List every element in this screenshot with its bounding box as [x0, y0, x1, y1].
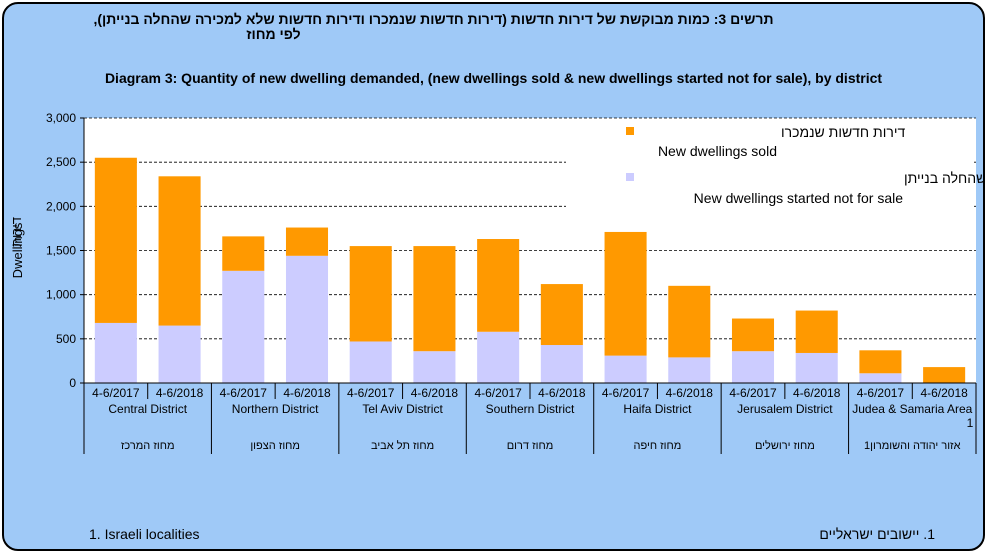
y-axis-label-hebrew: דירות — [9, 217, 24, 247]
district-label-hebrew: אזור יהודה והשומרון1 — [864, 440, 961, 452]
district-label-hebrew: מחוז המרכז — [121, 440, 175, 452]
period-label: 4-6/2018 — [283, 386, 331, 400]
bar-sold — [285, 227, 329, 256]
period-label: 4-6/2018 — [920, 386, 968, 400]
district-label-english: Tel Aviv District — [362, 402, 443, 416]
period-label: 4-6/2017 — [729, 386, 777, 400]
period-label: 4-6/2018 — [793, 386, 841, 400]
bar-sold — [859, 350, 902, 374]
y-tick-label: 500 — [56, 332, 76, 346]
chart-title-english: Diagram 3: Quantity of new dwelling dema… — [104, 70, 883, 86]
stacked-bar-chart: 05001,0001,5002,0002,5003,000Dwellingsדי… — [9, 111, 983, 454]
district-footnote-mark: 1 — [967, 416, 974, 430]
bar-sold — [158, 176, 201, 326]
period-label: 4-6/2018 — [666, 386, 714, 400]
bar-sold — [923, 367, 966, 383]
bar-not-for-sale — [731, 351, 775, 383]
footnote-english: 1. Israeli localities — [89, 526, 200, 542]
bar-not-for-sale — [604, 355, 647, 383]
legend-label-not-for-sale-hebrew: דירות חדשות שלא למכירה שהחלה בנייתן — [904, 170, 983, 186]
period-label: 4-6/2018 — [156, 386, 204, 400]
district-label-english: Judea & Samaria Area — [852, 402, 972, 416]
bar-sold — [477, 239, 520, 332]
district-label-hebrew: מחוז דרום — [507, 440, 554, 452]
y-tick-label: 2,000 — [46, 199, 76, 213]
legend-label-not-for-sale-english: New dwellings started not for sale — [694, 190, 904, 206]
bar-not-for-sale — [158, 325, 201, 383]
period-label: 4-6/2018 — [538, 386, 586, 400]
district-label-hebrew: מחוז הצפון — [250, 440, 300, 452]
period-label: 4-6/2017 — [474, 386, 522, 400]
period-label: 4-6/2017 — [602, 386, 650, 400]
chart-title-hebrew: תרשים 3: כמות מבוקשת של דירות חדשות (דיר… — [4, 12, 983, 42]
bar-not-for-sale — [285, 255, 329, 383]
legend-label-sold-english: New dwellings sold — [658, 143, 777, 159]
bar-not-for-sale — [413, 351, 456, 383]
period-label: 4-6/2017 — [347, 386, 395, 400]
period-label: 4-6/2017 — [220, 386, 268, 400]
district-label-hebrew: מחוז תל אביב — [371, 439, 434, 452]
footnote-hebrew: 1. יישובים ישראליים — [819, 526, 935, 542]
chart-title-hebrew-line1: תרשים 3: כמות מבוקשת של דירות חדשות (דיר… — [93, 11, 774, 27]
district-label-hebrew: מחוז ירושלים — [755, 439, 815, 452]
chart-title-hebrew-line2: לפי מחוז — [246, 26, 301, 42]
bar-not-for-sale — [94, 322, 137, 383]
district-label-hebrew: מחוז חיפה — [634, 440, 682, 452]
y-tick-label: 3,000 — [46, 111, 76, 125]
y-tick-label: 1,500 — [46, 244, 76, 258]
legend-swatch-sold — [626, 127, 634, 135]
y-tick-label: 1,000 — [46, 288, 76, 302]
bar-not-for-sale — [859, 373, 902, 383]
bar-not-for-sale — [540, 345, 583, 383]
legend-label-sold-hebrew: דירות חדשות שנמכרו — [781, 124, 905, 140]
bar-sold — [795, 310, 838, 353]
bar-not-for-sale — [222, 270, 265, 383]
y-axis-label-english: Dwellings — [10, 222, 25, 278]
district-label-english: Southern District — [486, 402, 575, 416]
bar-sold — [731, 318, 775, 352]
bar-sold — [668, 285, 711, 358]
bar-sold — [349, 246, 392, 342]
district-label-english: Northern District — [232, 402, 319, 416]
bar-sold — [540, 284, 583, 346]
period-label: 4-6/2018 — [411, 386, 459, 400]
y-tick-label: 2,500 — [46, 155, 76, 169]
bar-not-for-sale — [668, 357, 711, 383]
y-tick-label: 0 — [69, 376, 76, 390]
district-label-english: Central District — [108, 402, 187, 416]
bar-sold — [222, 236, 265, 271]
bar-not-for-sale — [795, 352, 838, 383]
bar-sold — [604, 231, 647, 356]
bar-sold — [413, 246, 456, 352]
legend-swatch-not-for-sale — [626, 173, 634, 181]
district-label-english: Jerusalem District — [737, 402, 833, 416]
legend-box — [566, 122, 972, 210]
bar-sold — [94, 157, 137, 323]
district-label-english: Haifa District — [623, 402, 692, 416]
period-label: 4-6/2017 — [92, 386, 140, 400]
period-label: 4-6/2017 — [857, 386, 905, 400]
bar-not-for-sale — [477, 331, 520, 383]
bar-not-for-sale — [349, 341, 392, 383]
